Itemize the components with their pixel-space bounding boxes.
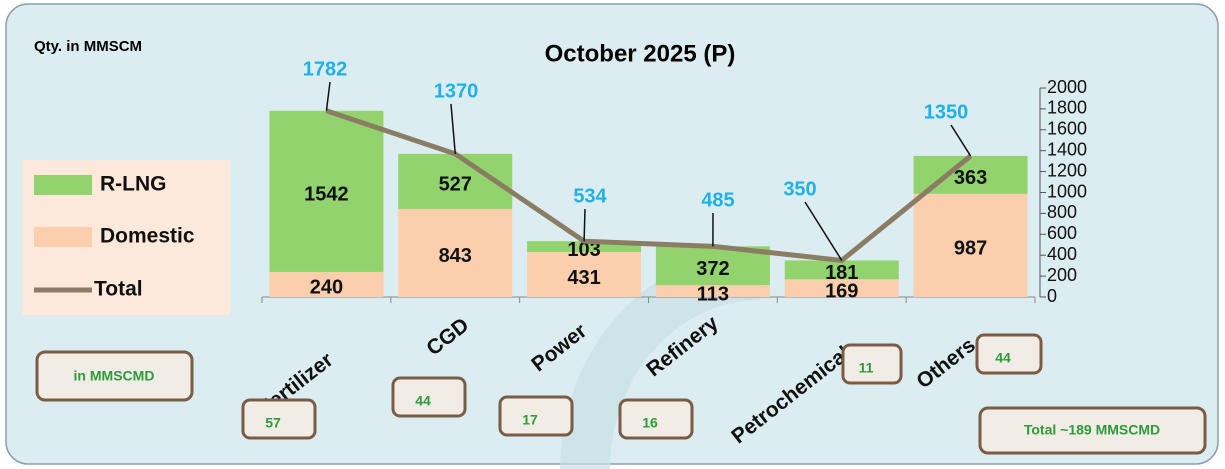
daily-value: 44	[995, 350, 1011, 366]
leader-line	[450, 103, 456, 154]
daily-box	[975, 333, 1043, 375]
bar-value-label: 987	[954, 238, 987, 260]
total-label: 1370	[434, 80, 479, 102]
total-label: 350	[783, 178, 816, 200]
total-label: 1350	[924, 101, 969, 123]
legend-swatch	[34, 227, 92, 247]
y-tick-label: 600	[1047, 223, 1077, 243]
y-tick-label: 1200	[1047, 160, 1087, 180]
y-tick-label: 1600	[1047, 119, 1087, 139]
bar-segment	[527, 241, 642, 252]
bar-value-label: 240	[310, 277, 343, 299]
leader-line	[804, 201, 843, 261]
total-label: 534	[573, 185, 607, 207]
y-tick-label: 1000	[1047, 181, 1087, 201]
daily-total: Total ~189 MMSCMD	[1024, 422, 1160, 438]
total-label: 1782	[303, 58, 348, 80]
bar-value-label: 431	[567, 267, 600, 289]
daily-value: 44	[415, 393, 431, 409]
bar-value-label: 103	[567, 239, 600, 261]
bar-segment	[784, 260, 899, 280]
y-tick-label: 1400	[1047, 139, 1087, 159]
bar-value-label: 169	[825, 280, 858, 302]
leader-line	[583, 208, 586, 242]
leader-line	[325, 81, 331, 111]
y-tick-label: 800	[1047, 202, 1077, 222]
legend-swatch	[34, 175, 92, 195]
y-tick-label: 2000	[1047, 77, 1087, 97]
bar-segment	[527, 251, 642, 297]
unit-label: Qty. in MMSCM	[34, 38, 142, 55]
bar-value-label: 113	[697, 283, 729, 305]
daily-box	[241, 398, 317, 440]
leader-line	[950, 124, 972, 157]
daily-label-box	[35, 350, 194, 402]
y-tick-label: 1800	[1047, 98, 1087, 118]
bar-segment	[269, 271, 384, 297]
bar-segment	[655, 285, 770, 297]
bar-value-label: 1542	[304, 184, 349, 206]
daily-value: 11	[859, 360, 874, 376]
daily-total-box	[978, 406, 1207, 455]
daily-box	[618, 398, 694, 440]
total-label: 485	[701, 189, 734, 211]
y-tick-label: 0	[1047, 286, 1057, 306]
daily-value: 16	[642, 415, 658, 431]
y-tick-label: 200	[1047, 265, 1077, 285]
bar-segment	[913, 193, 1028, 297]
bar-value-label: 372	[696, 258, 729, 280]
bar-value-label: 363	[954, 167, 987, 189]
bar-value-label: 527	[439, 174, 472, 196]
bar-segment	[398, 208, 513, 297]
y-tick-label: 400	[1047, 244, 1077, 264]
chart-title: October 2025 (P)	[545, 40, 736, 67]
legend-label: R-LNG	[100, 173, 167, 196]
bar-segment	[269, 110, 384, 272]
daily-value: 17	[522, 412, 538, 428]
daily-value: 57	[265, 415, 281, 431]
legend-label: Domestic	[100, 225, 195, 248]
legend-label: Total	[94, 278, 143, 301]
daily-box	[391, 376, 467, 418]
bar-value-label: 843	[439, 245, 472, 267]
decoration-arc	[560, 250, 760, 469]
daily-box	[841, 343, 903, 385]
total-line	[325, 108, 973, 264]
daily-label: in MMSCMD	[74, 368, 155, 384]
daily-box	[498, 395, 574, 437]
bar-segment	[784, 279, 899, 297]
bar-value-label: 181	[825, 262, 858, 284]
